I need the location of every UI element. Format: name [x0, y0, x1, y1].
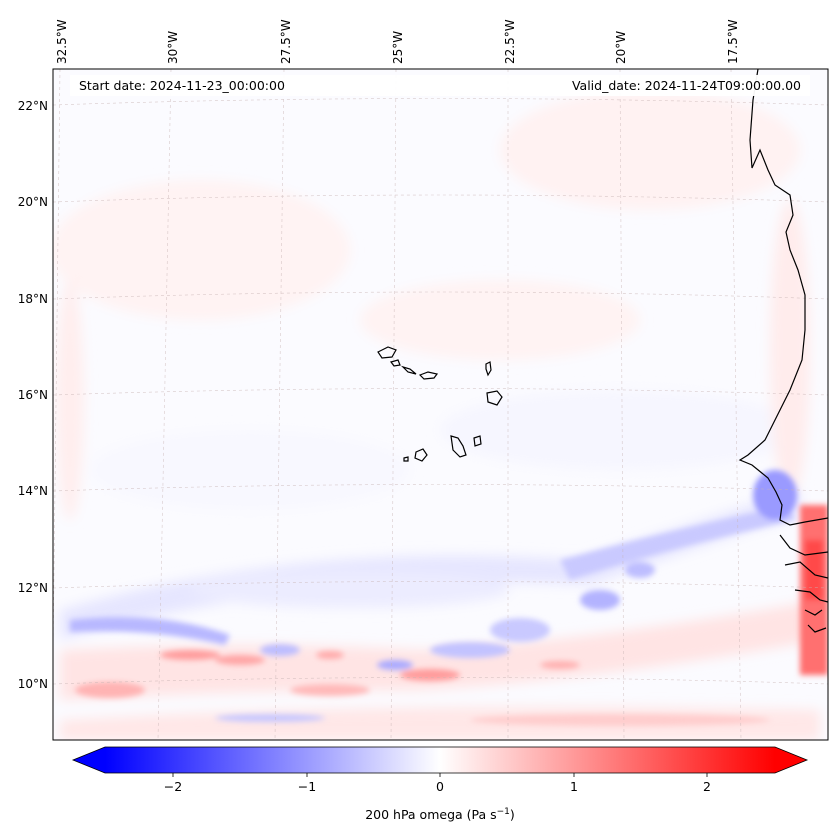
- colorbar: [71, 746, 809, 777]
- island-santiago: [450, 435, 467, 458]
- lat-label-12n: 12°N: [17, 581, 48, 595]
- colorbar-tick-neg1: −1: [297, 779, 317, 794]
- island-brava: [403, 456, 409, 462]
- island-sal: [485, 361, 492, 377]
- lat-label-18n: 18°N: [17, 292, 48, 306]
- lon-label-25w: 25°W: [391, 30, 405, 64]
- lon-label-17-5w: 17.5°W: [726, 19, 740, 64]
- colorbar-max-extend: [775, 747, 807, 773]
- island-santo-antao: [377, 346, 397, 359]
- lat-label-16n: 16°N: [17, 388, 48, 402]
- island-santa-luzia: [418, 371, 439, 380]
- map-frame: [52, 68, 829, 741]
- colorbar-ticks: [172, 773, 708, 777]
- lat-label-20n: 20°N: [17, 195, 48, 209]
- colorbar-outline: [71, 746, 809, 774]
- colorbar-tick-0: 0: [436, 779, 444, 794]
- header-box: [70, 75, 810, 96]
- start-date-label: Start date: 2024-11-23_00:00:00: [79, 78, 285, 93]
- lon-label-20w: 20°W: [614, 30, 628, 64]
- colorbar-gradient: [105, 747, 775, 773]
- lon-label-32-5w: 32.5°W: [55, 19, 69, 64]
- island-sao-vicente: [389, 359, 401, 367]
- omega-field-detail: [70, 470, 828, 726]
- lat-label-10n: 10°N: [17, 677, 48, 691]
- lon-label-27-5w: 27.5°W: [279, 19, 293, 64]
- colorbar-tick-1: 1: [570, 779, 578, 794]
- colorbar-tick-2: 2: [703, 779, 711, 794]
- coastline: [738, 69, 828, 633]
- colorbar-label: 200 hPa omega (Pa s−1): [365, 807, 515, 823]
- map-panel: [53, 69, 828, 740]
- lon-label-30w: 30°W: [166, 30, 180, 64]
- lat-label-14n: 14°N: [17, 484, 48, 498]
- island-boa-vista: [486, 390, 503, 406]
- lon-label-22-5w: 22.5°W: [503, 19, 517, 64]
- valid-date-label: Valid_date: 2024-11-24T09:00:00.00: [571, 78, 801, 93]
- island-fogo: [414, 448, 428, 462]
- colorbar-tick-neg2: −2: [163, 779, 183, 794]
- island-maio: [473, 435, 482, 447]
- lat-label-22n: 22°N: [17, 99, 48, 113]
- gridlines: [53, 69, 828, 740]
- islands: [377, 346, 503, 462]
- colorbar-min-extend: [73, 747, 105, 773]
- island-sao-nicolau: [400, 365, 417, 375]
